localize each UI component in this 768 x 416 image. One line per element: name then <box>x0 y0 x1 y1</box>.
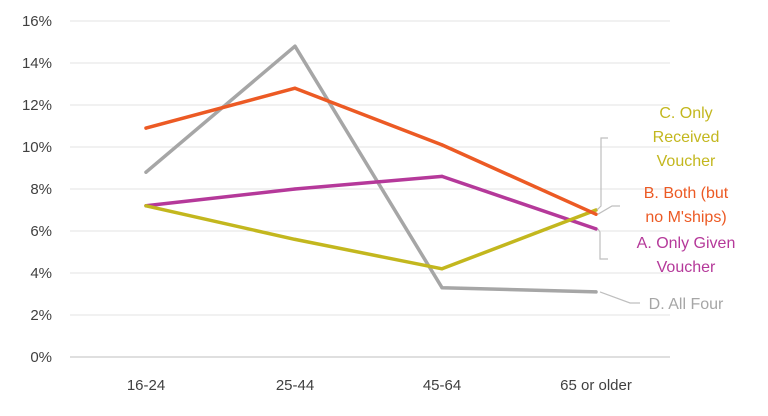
series-label: no M'ships) <box>645 209 726 226</box>
y-tick-label: 8% <box>30 181 52 198</box>
series-label: Voucher <box>657 259 716 276</box>
data-point <box>293 237 297 241</box>
y-tick-label: 14% <box>22 55 52 72</box>
x-axis: 16-24 25-44 45-64 65 or older <box>127 377 632 394</box>
data-point <box>440 143 444 147</box>
series-label: C. Only <box>659 105 712 122</box>
y-tick-label: 6% <box>30 223 52 240</box>
data-point <box>440 267 444 271</box>
series-label: A. Only Given <box>637 235 736 252</box>
data-point <box>293 44 297 48</box>
x-tick-label: 65 or older <box>560 377 632 394</box>
leader-line <box>597 205 620 215</box>
series-line <box>144 204 598 271</box>
y-tick-label: 16% <box>22 13 52 30</box>
series-label: Received <box>653 129 720 146</box>
y-tick-label: 0% <box>30 349 52 366</box>
x-tick-label: 25-44 <box>276 377 314 394</box>
series-label-layer: C. Only Received Voucher B. Both (but no M's… <box>596 105 736 313</box>
x-tick-label: 45-64 <box>423 377 461 394</box>
data-point <box>293 187 297 191</box>
data-point <box>293 86 297 90</box>
data-point <box>440 286 444 290</box>
series-layer <box>144 44 598 294</box>
series-label: Voucher <box>657 153 716 170</box>
data-point <box>594 212 598 216</box>
data-point <box>144 170 148 174</box>
data-point <box>594 208 598 212</box>
data-point <box>440 174 444 178</box>
series-line <box>144 86 598 216</box>
data-point <box>144 204 148 208</box>
data-point <box>144 126 148 130</box>
leader-line <box>597 228 608 260</box>
series-label: D. All Four <box>649 296 724 313</box>
series-line <box>144 174 598 231</box>
y-tick-label: 4% <box>30 265 52 282</box>
y-tick-label: 10% <box>22 139 52 156</box>
data-point <box>594 290 598 294</box>
data-point <box>594 227 598 231</box>
leader-line <box>596 137 608 211</box>
grid-layer <box>70 20 670 358</box>
y-tick-label: 2% <box>30 307 52 324</box>
leader-line <box>599 291 640 304</box>
x-tick-label: 16-24 <box>127 377 165 394</box>
y-tick-label: 12% <box>22 97 52 114</box>
y-axis: 0% 2% 4% 6% 8% 10% 12% 14% 16% <box>22 13 52 366</box>
series-label: B. Both (but <box>644 185 729 202</box>
